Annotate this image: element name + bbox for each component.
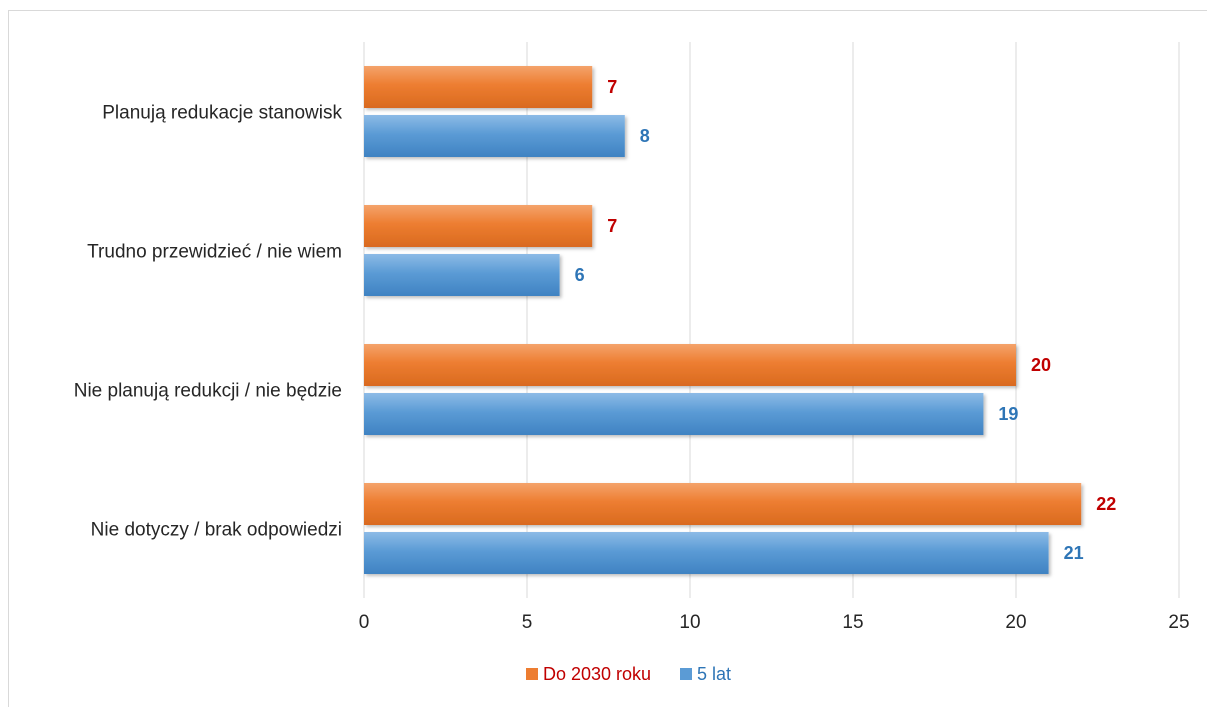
data-label-5-lat-1: 6 [575,265,585,285]
x-tick-label-0: 0 [359,612,370,633]
x-tick-label-4: 20 [1005,612,1026,633]
legend-swatch-0 [526,668,538,680]
bar-5-lat-3 [364,532,1049,574]
x-tick-label-2: 10 [679,612,700,633]
bar-5-lat-1 [364,254,560,296]
data-label-5-lat-2: 19 [998,404,1018,424]
bar-do-2030-1 [364,205,593,247]
legend: Do 2030 roku 5 lat [526,664,731,684]
x-tick-label-3: 15 [842,612,863,633]
data-label-5-lat-0: 8 [640,126,650,146]
labels: 0 5 10 15 20 25 Planują redukacje stanowisk 7 8 T… [74,77,1190,633]
bar-5-lat-0 [364,115,625,157]
legend-label-0: Do 2030 roku [543,664,651,684]
bars [364,66,1082,574]
bar-do-2030-2 [364,344,1016,386]
category-label-1: Trudno przewidzieć / nie wiem [87,242,342,263]
category-label-2: Nie planują redukcji / nie będzie [74,381,342,402]
category-label-0: Planują redukacje stanowisk [102,103,342,124]
data-label-do-2030-1: 7 [607,216,617,236]
category-label-3: Nie dotyczy / brak odpowiedzi [91,520,342,541]
data-label-do-2030-0: 7 [607,77,617,97]
x-tick-label-1: 5 [522,612,533,633]
data-label-do-2030-3: 22 [1096,494,1116,514]
chart-frame [8,10,1207,707]
bar-5-lat-2 [364,393,984,435]
data-label-5-lat-3: 21 [1064,543,1084,563]
bar-do-2030-0 [364,66,593,108]
legend-label-1: 5 lat [697,664,731,684]
legend-swatch-1 [680,668,692,680]
x-tick-label-5: 25 [1168,612,1189,633]
bar-do-2030-3 [364,483,1082,525]
data-label-do-2030-2: 20 [1031,355,1051,375]
